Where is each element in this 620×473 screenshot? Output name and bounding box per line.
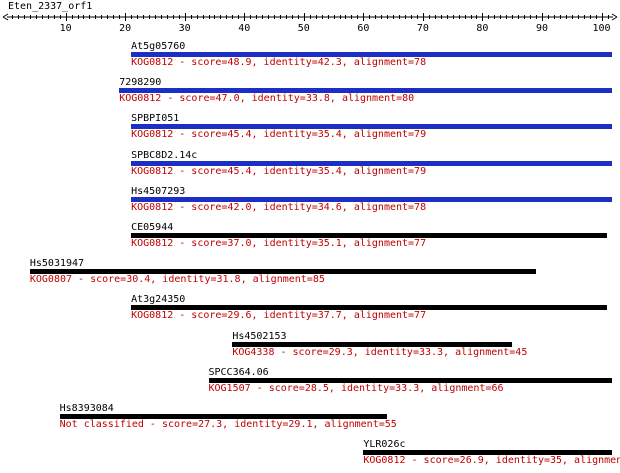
hit-bar[interactable] [131, 52, 612, 57]
ruler-tick-label: 10 [60, 23, 72, 34]
ruler-tick-label: 30 [179, 23, 191, 34]
hit-bar[interactable] [363, 450, 612, 456]
hit-name[interactable]: At5g05760 [131, 41, 186, 52]
hit-bar[interactable] [208, 377, 612, 383]
hit-description: KOG0807 - score=30.4, identity=31.8, ali… [29, 274, 325, 286]
hit-description: KOG4338 - score=29.3, identity=33.3, ali… [232, 346, 528, 358]
hit-description: KOG0812 - score=26.9, identity=35, align… [363, 455, 620, 467]
ruler-right-arrow [611, 13, 618, 21]
ruler-tick-label: 20 [119, 23, 131, 34]
hit-name[interactable]: 7298290 [119, 77, 162, 89]
hit-name[interactable]: SPCC364.06 [208, 366, 269, 378]
hit-bar[interactable] [131, 233, 608, 238]
hit-bar[interactable] [29, 269, 537, 275]
hit-bar[interactable] [131, 196, 612, 202]
hit-description: KOG0812 - score=45.4, identity=35.4, ali… [131, 165, 427, 177]
hit-bar[interactable] [131, 305, 608, 311]
hit-name[interactable]: SPBPI051 [131, 113, 180, 125]
sequence-title: Eten_2337_orf1 [8, 1, 93, 12]
hit-description: Not classified - score=27.3, identity=29… [59, 419, 397, 430]
hit-name[interactable]: Hs8393084 [59, 403, 114, 414]
hit-bar[interactable] [119, 88, 612, 94]
hit-bar[interactable] [59, 414, 388, 419]
hit-name[interactable]: SPBC8D2.14c [131, 149, 198, 161]
ruler-left-arrow [2, 13, 9, 21]
ruler-tick-label: 100 [593, 23, 611, 34]
hit-description: KOG0812 - score=37.0, identity=35.1, ali… [131, 238, 427, 249]
ruler-tick-label: 40 [238, 23, 250, 34]
hit-description: KOG0812 - score=45.4, identity=35.4, ali… [131, 129, 427, 141]
hit-name[interactable]: YLR026c [363, 439, 406, 451]
hit-name[interactable]: At3g24350 [131, 294, 186, 306]
hit-bar[interactable] [131, 124, 612, 130]
hit-description: KOG0812 - score=48.9, identity=42.3, ali… [131, 57, 427, 68]
hit-bar[interactable] [232, 341, 513, 347]
hit-description: KOG1507 - score=28.5, identity=33.3, ali… [208, 382, 504, 394]
hit-description: KOG0812 - score=29.6, identity=37.7, ali… [131, 310, 427, 322]
hit-name[interactable]: Hs4502153 [232, 330, 287, 342]
hit-name[interactable]: Hs5031947 [29, 258, 85, 270]
ruler-tick-label: 60 [357, 23, 369, 34]
ruler-tick-label: 80 [476, 23, 488, 34]
hit-name[interactable]: CE05944 [131, 222, 174, 233]
ruler-tick-label: 50 [298, 23, 310, 34]
ruler-tick-label: 70 [417, 23, 429, 34]
hit-name[interactable]: Hs4507293 [131, 185, 186, 197]
hit-description: KOG0812 - score=47.0, identity=33.8, ali… [119, 93, 415, 105]
hit-bar[interactable] [131, 160, 612, 166]
ruler-tick-label: 90 [536, 23, 548, 34]
position-ruler: 10 20 30 40 50 60 70 80 90 100 [2, 13, 618, 34]
hit-description: KOG0812 - score=42.0, identity=34.6, ali… [131, 201, 427, 213]
